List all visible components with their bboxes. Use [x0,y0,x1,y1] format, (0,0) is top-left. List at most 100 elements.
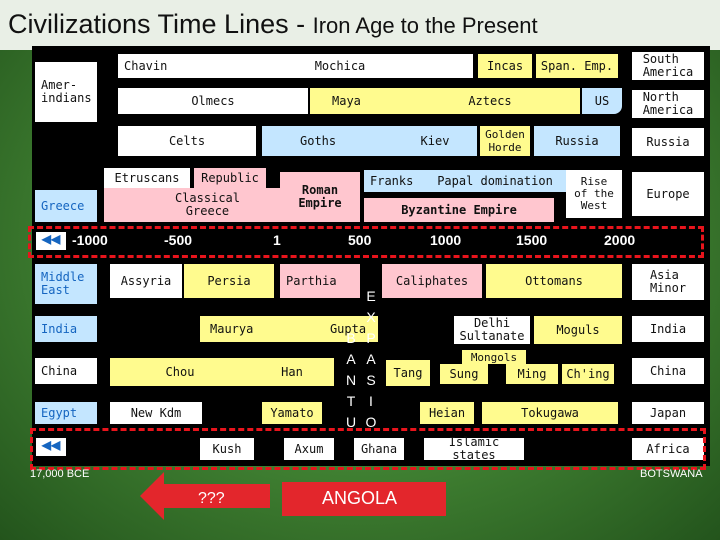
bantu-letter: T [346,393,356,409]
title-bar [0,0,720,50]
civ-delhi: Delhi Sultanate [454,316,530,344]
civ-rise-west: Rise of the West [566,170,622,218]
label-south-america: South America [632,52,704,80]
label-africa: Africa [632,438,704,460]
civ-chavin: Chavin [124,58,168,73]
civ-etruscans: Etruscans [104,168,190,188]
region-china: China [35,358,97,384]
civ-ghana: Ghana [354,438,404,460]
civ-ching: Ch'ing [562,364,614,384]
civ-chou: Chou [110,358,250,386]
civ-maurya: Maurya [210,321,254,336]
label-india: India [632,316,704,342]
bantu-letter: N [345,372,357,388]
civ-golden-horde: Golden Horde [480,126,530,156]
tick-neg500: -500 [164,232,193,248]
region-middle-east: Middle East [35,264,97,304]
civ-span-emp: Span. Emp. [536,54,618,78]
civ-byzantine: Byzantine Empire [364,198,554,222]
tick-1500: 1500 [516,232,548,248]
bottom-right-place: BOTSWANA [640,468,703,480]
bottom-angola: ANGOLA [322,488,398,508]
left-arrow-icon [140,472,270,520]
civ-moguls: Moguls [534,316,622,344]
civ-aztecs: Aztecs [468,93,512,108]
region-middle-east-text: Middle East [41,270,85,297]
page-title: Civilizations Time Lines - Iron Age to t… [8,6,538,44]
civ-us: US [582,88,622,114]
civ-tokugawa: Tokugawa [482,402,618,424]
tick-neg1000: -1000 [72,232,108,248]
civ-ming: Ming [506,364,558,384]
civ-roman-empire: Roman Empire [280,172,360,222]
timeline-highlight [28,226,704,258]
bantu-letter: U [345,414,357,430]
region-egypt: Egypt [35,402,97,424]
civ-sung: Sung [440,364,488,384]
angola-box [282,482,446,516]
bantu-letter: A [346,351,356,367]
civ-han: Han [250,358,334,386]
civ-heian: Heian [420,402,474,424]
tick-2000: 2000 [604,232,636,248]
tick-1000: 1000 [430,232,462,248]
label-south-america-text: South America [642,52,694,79]
civ-new-kdm: New Kdm [110,402,202,424]
region-americas-text: Amer- indians [41,78,92,105]
civ-golden-horde-text: Golden Horde [485,128,525,154]
expansion-letter: A [366,351,376,367]
bottom-question: ??? [198,490,225,507]
civ-parthia: Parthia [280,264,360,298]
civ-papal: Papal domination [437,173,553,188]
label-russia: Russia [632,128,704,156]
expansion-letter: E [366,288,376,304]
expansion-letter: P [366,330,376,346]
civ-incas: Incas [478,54,532,78]
civ-mochica: Mochica [314,58,366,73]
civ-maya-bar: Maya [310,88,580,114]
civ-tang: Tang [386,360,430,386]
civ-rise-west-text: Rise of the West [574,175,614,212]
civ-classical-greece-text: Classical Greece [174,191,240,218]
civ-kush: Kush [200,438,254,460]
civ-axum: Axum [284,438,334,460]
tick-1: 1 [273,232,281,248]
civ-maya: Maya [332,93,361,108]
bottom-rewind-icon[interactable]: ◀◀ [36,438,66,456]
title-main: Civilizations Time Lines - [8,9,306,39]
label-japan: Japan [632,402,704,424]
civ-celts: Celts [118,126,256,156]
civ-delhi-text: Delhi Sultanate [459,316,525,343]
region-americas: Amer- indians [35,62,97,122]
expansion-letter: N [365,435,377,451]
civ-goths: Goths [300,133,337,148]
bottom-left-era: 17,000 BCE [30,468,90,480]
civ-islamic-states: Islamic states [424,436,524,462]
civ-russia: Russia [534,126,620,156]
civ-assyria: Assyria [110,264,182,298]
civ-mongols: Mongols [462,350,526,364]
civ-persia: Persia [184,264,274,298]
label-north-america: North America [632,90,704,118]
bottom-highlight [30,428,706,470]
civ-ottomans: Ottomans [486,264,622,298]
label-north-america-text: North America [642,90,694,117]
expansion-letter: O [365,414,377,430]
timeline-band [32,228,704,254]
civ-goths-bar: Goths [262,126,477,156]
expansion-letter: I [369,393,373,409]
label-asia-minor: Asia Minor [632,264,704,300]
label-asia-minor-text: Asia Minor [649,268,687,295]
region-greece: Greece [35,190,97,222]
civ-chavin-bar: Chavin [118,54,473,78]
label-china: China [632,358,704,384]
civ-franks-bar: Franks [364,170,622,192]
region-india: India [35,316,97,342]
civ-classical-greece: Classical Greece [104,188,280,222]
civ-roman-empire-text: Roman Empire [298,183,342,210]
title-sub: Iron Age to the Present [312,13,538,38]
civ-yamato: Yamato [262,402,322,424]
expansion-letter: X [366,309,376,325]
timeline-rewind-icon[interactable]: ◀◀ [36,232,66,250]
civ-gupta: Gupta [329,321,367,336]
